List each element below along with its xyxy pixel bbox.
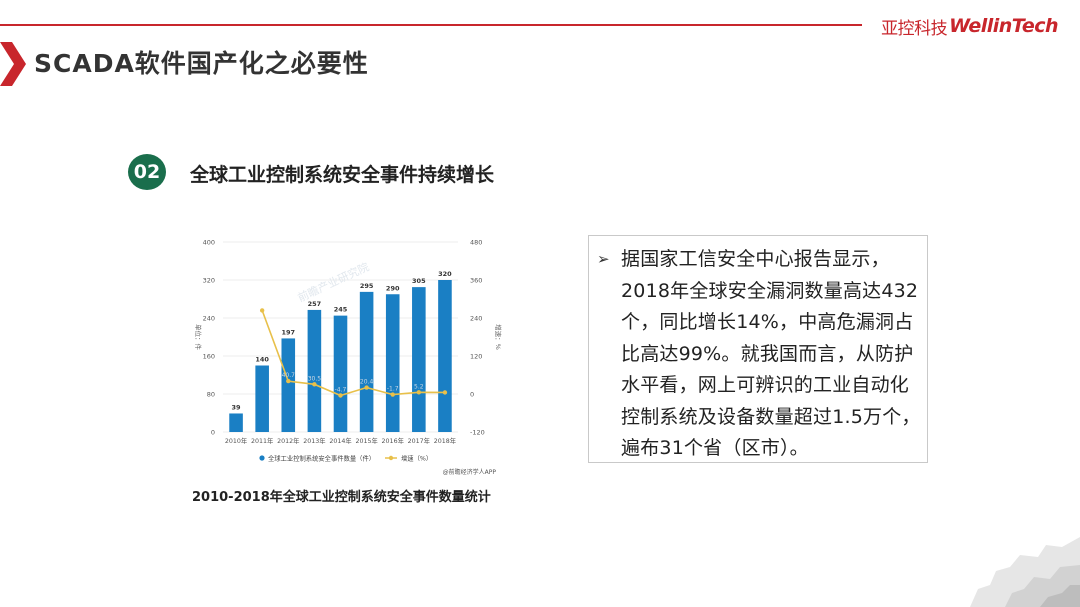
info-textbox: ➢ 据国家工信安全中心报告显示，2018年全球安全漏洞数量高达432个，同比增长…: [588, 235, 928, 463]
bar: [438, 280, 452, 432]
growth-rate-point: [416, 390, 422, 395]
brand-name-en: WellinTech: [949, 15, 1058, 37]
growth-rate-point: [442, 390, 448, 395]
x-axis-tick-label: 2018年: [434, 436, 456, 445]
growth-rate-label: 40.7: [282, 372, 296, 379]
bar-value-label: 295: [360, 282, 374, 290]
left-axis-tick-label: 0: [211, 429, 215, 437]
info-paragraph: 据国家工信安全中心报告显示，2018年全球安全漏洞数量高达432个，同比增长14…: [621, 248, 921, 459]
page-title: SCADA软件国产化之必要性: [34, 49, 369, 78]
bar-value-label: 39: [232, 403, 242, 411]
x-axis-tick-label: 2010年: [225, 436, 247, 445]
growth-rate-point: [259, 308, 265, 313]
chart-source: @前瞻经济学人APP: [443, 468, 497, 476]
growth-rate-line: [261, 310, 445, 397]
chart-caption: 2010-2018年全球工业控制系统安全事件数量统计: [192, 490, 491, 505]
bar-value-label: 245: [334, 306, 348, 314]
growth-rate-label: 20.4: [360, 379, 374, 386]
bar-value-label: 305: [412, 277, 426, 285]
brand-name-cn: 亚控科技: [881, 18, 948, 39]
bar-value-label: 197: [281, 328, 295, 336]
right-axis-tick-label: -120: [470, 429, 485, 437]
left-axis-tick-label: 80: [207, 391, 215, 399]
growth-rate-point: [286, 378, 291, 384]
bar-value-label: 320: [438, 270, 452, 278]
arrow-right-icon: ➢: [597, 250, 610, 268]
x-axis-tick-label: 2014年: [329, 436, 351, 445]
growth-rate-point: [390, 392, 395, 397]
right-axis-tick-label: 120: [470, 353, 482, 361]
section-title: 全球工业控制系统安全事件持续增长: [190, 164, 495, 186]
left-axis-tick-label: 160: [203, 353, 215, 361]
growth-rate-label: -1.7: [387, 386, 399, 393]
left-axis-tick-label: 320: [203, 277, 215, 285]
bar: [281, 338, 296, 432]
left-axis-label: 单位：件: [194, 324, 203, 351]
world-map-decoration-icon: [970, 537, 1080, 607]
growth-rate-label: -4.7: [335, 386, 347, 393]
header-divider-line: [0, 24, 862, 26]
chevron-right-icon: [0, 42, 26, 86]
right-axis-label: 增速：%: [494, 324, 503, 350]
bar: [229, 413, 243, 432]
growth-rate-label: 5.2: [414, 383, 424, 390]
growth-rate-point: [338, 393, 343, 398]
x-axis-tick-label: 2011年: [251, 436, 273, 445]
bar: [359, 291, 374, 432]
x-axis-tick-label: 2013年: [303, 436, 325, 445]
legend-swatch-line-dot: [388, 455, 394, 461]
brand-logo: 亚控科技 WellinTech: [881, 12, 1058, 40]
bar: [412, 287, 426, 432]
bar-value-label: 257: [308, 300, 322, 308]
legend-swatch-bar: [259, 455, 265, 461]
bar-value-label: 140: [255, 356, 269, 364]
x-axis-tick-label: 2012年: [277, 436, 299, 445]
bar: [385, 294, 400, 432]
bar: [255, 365, 269, 432]
legend-entry-line: 增速（%）: [401, 453, 432, 462]
right-axis-tick-label: 480: [470, 239, 482, 247]
x-axis-tick-label: 2016年: [382, 436, 404, 445]
x-axis-tick-label: 2017年: [408, 436, 430, 445]
section-number-badge: 02: [128, 154, 166, 190]
right-axis-tick-label: 360: [470, 277, 482, 285]
bar-value-label: 290: [386, 284, 400, 292]
left-axis-tick-label: 400: [203, 239, 215, 247]
bar: [307, 309, 322, 432]
growth-rate-point: [364, 385, 369, 390]
right-axis-tick-label: 0: [470, 391, 474, 399]
x-axis-tick-label: 2015年: [355, 436, 377, 445]
right-axis-tick-label: 240: [470, 315, 482, 323]
growth-rate-label: 30.5: [308, 375, 322, 382]
legend-entry-bar: 全球工业控制系统安全事件数量（件）: [268, 453, 375, 462]
bar: [333, 315, 348, 432]
growth-rate-point: [312, 382, 317, 387]
left-axis-tick-label: 240: [203, 315, 215, 323]
